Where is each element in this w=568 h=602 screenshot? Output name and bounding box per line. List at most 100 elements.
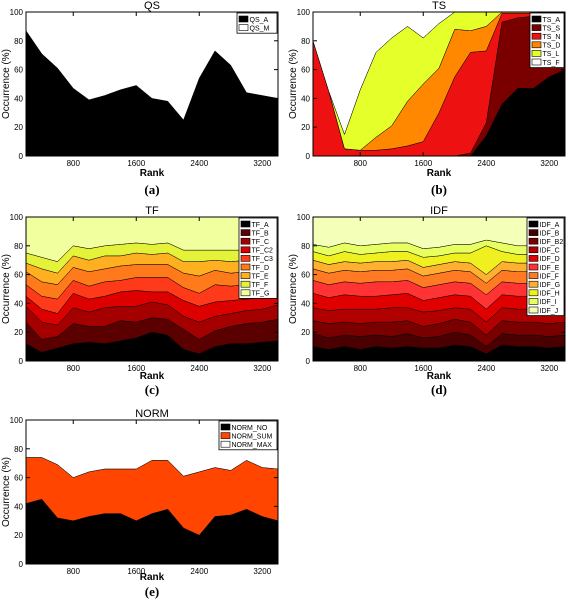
y-tick-label: 20 xyxy=(14,328,23,337)
panel-label: (c) xyxy=(145,382,159,397)
axes-frame xyxy=(25,11,279,157)
legend-label: NORM_MAX xyxy=(232,442,273,449)
axes-frame xyxy=(312,11,566,157)
x-tick-label: 1600 xyxy=(414,364,432,373)
y-tick-label: 0 xyxy=(306,152,311,161)
x-tick-label: 1600 xyxy=(127,567,145,576)
axes-frame xyxy=(25,419,279,565)
legend-label: TS_A xyxy=(543,17,561,24)
y-tick-label: 100 xyxy=(10,213,24,222)
y-tick-label: 0 xyxy=(19,357,24,366)
legend-label: IDF_F xyxy=(540,273,559,280)
axes-frame xyxy=(312,216,566,362)
legend-label: IDF_H xyxy=(540,291,560,298)
area-series-norm-max xyxy=(26,420,278,478)
legend-label: NORM_NO xyxy=(232,425,268,432)
y-tick-label: 60 xyxy=(301,66,310,75)
legend-label: IDF_A xyxy=(540,222,560,229)
legend-swatch xyxy=(528,298,539,305)
y-axis-label: Occurrence (%) xyxy=(1,254,12,324)
legend-label: TF_C xyxy=(252,239,270,246)
area-series-ts-f xyxy=(313,12,565,135)
legend-swatch xyxy=(531,32,542,40)
legend-label: IDF_B2 xyxy=(540,239,564,246)
legend-label: IDF_D xyxy=(540,256,560,263)
y-tick-label: 40 xyxy=(301,299,310,308)
y-tick-label: 60 xyxy=(14,271,23,280)
x-tick-label: 2400 xyxy=(190,159,208,168)
legend-swatch xyxy=(240,255,251,262)
legend-label: TS_D xyxy=(543,43,561,50)
chart-panel-qs: 0 20 40 60 80 100 800 1600 2400 3200 QS Rank Occurre… xyxy=(1,0,279,197)
legend-label: IDF_G xyxy=(540,282,561,289)
legend-swatch xyxy=(528,237,539,245)
legend-label: TS_N xyxy=(543,34,561,41)
y-tick-label: 60 xyxy=(14,66,23,75)
y-tick-label: 20 xyxy=(14,531,23,540)
series-areas xyxy=(26,12,278,156)
legend-label: TF_B xyxy=(252,230,269,237)
legend-label: TF_F xyxy=(252,282,269,289)
x-tick-label: 2400 xyxy=(477,159,495,168)
chart-panel-norm: 0 20 40 60 80 100 800 1600 2400 3200 NORM Rank Occur… xyxy=(1,408,279,599)
x-tick-label: 3200 xyxy=(253,567,271,576)
panel-label: (e) xyxy=(145,584,159,599)
legend-swatch xyxy=(240,229,251,236)
x-tick-label: 800 xyxy=(354,159,368,168)
x-tick-label: 1600 xyxy=(127,364,145,373)
y-tick-label: 100 xyxy=(297,8,311,17)
legend-swatch xyxy=(220,423,231,431)
y-tick-label: 40 xyxy=(14,502,23,511)
legend-label: QS_M xyxy=(250,25,270,32)
area-series-ts-s xyxy=(313,12,565,156)
series-areas xyxy=(313,12,565,156)
legend-swatch xyxy=(528,229,539,236)
legend-label: IDF_I xyxy=(540,299,557,306)
y-tick-label: 80 xyxy=(14,445,23,454)
legend-swatch xyxy=(531,41,542,49)
chart-title: IDF xyxy=(430,205,448,217)
legend-label: TF_C2 xyxy=(252,248,274,255)
y-tick-label: 100 xyxy=(10,416,24,425)
legend-label: TF_G xyxy=(252,291,270,298)
x-axis-label: Rank xyxy=(427,371,452,382)
legend-swatch xyxy=(531,50,542,57)
y-tick-label: 80 xyxy=(14,37,23,46)
legend-swatch xyxy=(240,263,251,271)
legend-swatch xyxy=(528,280,539,288)
x-tick-label: 3200 xyxy=(540,364,558,373)
y-tick-label: 40 xyxy=(14,94,23,103)
legend-label: TF_E xyxy=(252,273,269,280)
legend-swatch xyxy=(531,58,542,66)
legend-label: IDF_C xyxy=(540,248,560,255)
legend-label: TS_F xyxy=(543,60,560,67)
x-tick-label: 3200 xyxy=(253,364,271,373)
y-tick-label: 20 xyxy=(301,328,310,337)
legend-swatch xyxy=(528,220,539,228)
y-tick-label: 80 xyxy=(14,242,23,251)
legend: TS_ATS_S TS_N TS_DTS_L TS_F xyxy=(529,12,565,68)
series-areas xyxy=(26,217,278,361)
y-axis-label: Occurrence (%) xyxy=(1,49,12,119)
axes-frame xyxy=(25,216,279,362)
series-areas xyxy=(26,420,278,564)
legend-swatch xyxy=(528,272,539,279)
legend-swatch xyxy=(528,306,539,314)
legend-swatch xyxy=(528,246,539,254)
x-axis-label: Rank xyxy=(427,168,452,179)
legend-swatch xyxy=(531,24,542,31)
y-tick-label: 0 xyxy=(19,560,24,569)
y-tick-label: 60 xyxy=(301,271,310,280)
legend-swatch xyxy=(240,220,251,228)
legend-swatch xyxy=(220,432,231,439)
area-series-idf-j xyxy=(313,217,565,249)
legend-swatch xyxy=(528,263,539,271)
legend-swatch xyxy=(240,237,251,245)
chart-title: QS xyxy=(144,0,160,12)
series-areas xyxy=(313,217,565,361)
chart-title: NORM xyxy=(135,408,169,420)
